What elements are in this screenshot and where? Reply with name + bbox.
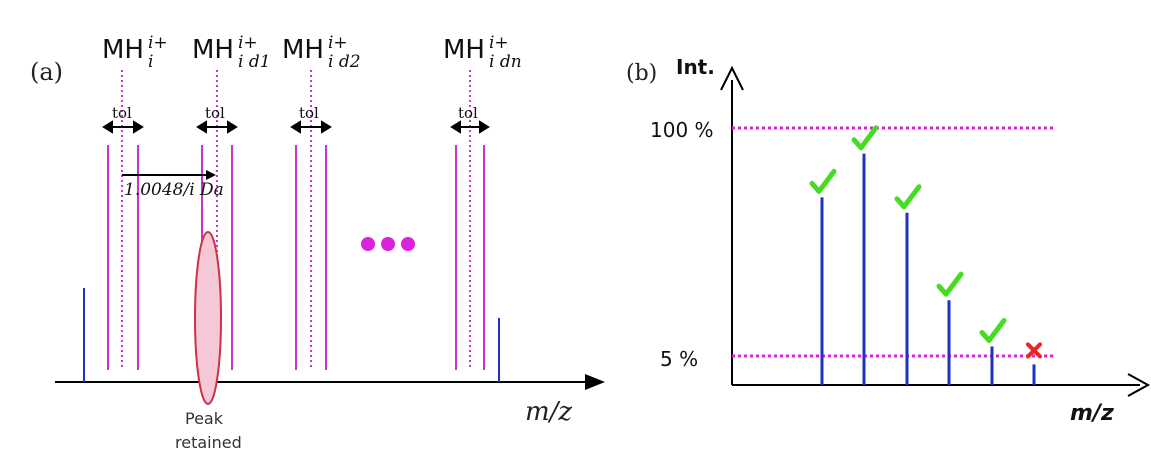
status-marks: [809, 125, 1042, 359]
tol-label-0: tol: [112, 104, 132, 122]
check-icon: [851, 125, 879, 151]
peak-label-3: MH i+ i dn: [443, 33, 522, 72]
svg-text:i+: i+: [148, 33, 168, 53]
peak-label-1: MH i+ i d1: [192, 33, 271, 72]
threshold-5-label: 5 %: [660, 347, 698, 371]
peak-centre-lines: [121, 70, 471, 370]
annotation-retained: retained: [175, 433, 242, 452]
mass-shift-arrow: [122, 170, 216, 180]
ellipsis-dots: [361, 237, 415, 251]
tol-label-1: tol: [205, 104, 225, 122]
retained-peak-highlight: [194, 231, 222, 405]
check-icon: [894, 184, 922, 210]
panel-b-label: (b): [626, 61, 657, 86]
panel-a-axis-label: m/z: [525, 397, 572, 427]
svg-text:MH: MH: [282, 35, 324, 65]
check-icon: [809, 168, 837, 194]
tol-markers: tol tol tol tol: [112, 104, 478, 122]
svg-text:MH: MH: [443, 35, 485, 65]
peak-label-0: MH i+ i: [102, 33, 168, 72]
svg-text:i d1: i d1: [238, 52, 271, 72]
panel-a: (a) m/z MH i+ i MH i+ i d1 MH i+ i d2 MH…: [30, 33, 605, 452]
panel-a-label: (a): [30, 58, 63, 86]
panel-b-x-arrowhead: [1127, 373, 1151, 397]
panel-b: (b) Int. m/z 100 % 5 %: [626, 55, 1151, 426]
cross-icon: [1026, 342, 1042, 359]
svg-text:i: i: [148, 52, 153, 72]
tolerance-windows: [107, 145, 485, 370]
svg-text:i+: i+: [489, 33, 509, 53]
panel-b-y-axis-label: Int.: [676, 55, 715, 79]
peak-label-2: MH i+ i d2: [282, 33, 361, 72]
svg-text:i+: i+: [328, 33, 348, 53]
panel-b-x-axis-label: m/z: [1070, 401, 1114, 426]
svg-text:MH: MH: [192, 35, 234, 65]
check-icon: [979, 317, 1007, 343]
panel-b-y-arrowhead: [720, 65, 744, 91]
tol-arrows: [102, 120, 490, 134]
isotope-bars: [820, 153, 1036, 385]
tol-label-3: tol: [458, 104, 478, 122]
svg-text:MH: MH: [102, 35, 144, 65]
mass-shift-label: 1.0048/i Da: [124, 180, 224, 200]
svg-text:i dn: i dn: [489, 52, 522, 72]
tol-label-2: tol: [299, 104, 319, 122]
svg-text:i d2: i d2: [328, 52, 361, 72]
svg-text:i+: i+: [238, 33, 258, 53]
check-icon: [936, 271, 964, 297]
panel-a-axis-arrowhead: [585, 374, 605, 390]
annotation-peak: Peak: [185, 409, 224, 428]
threshold-100-label: 100 %: [650, 118, 714, 142]
